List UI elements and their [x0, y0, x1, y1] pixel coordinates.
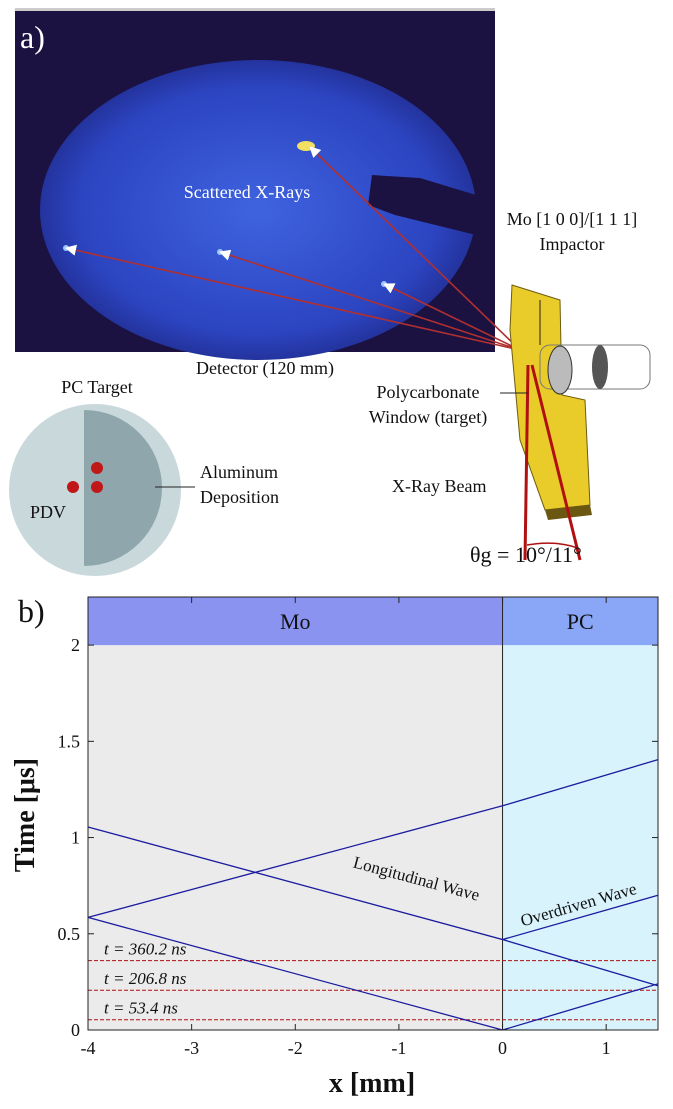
- y-tick-label: 0: [71, 1020, 80, 1040]
- panel-a: a) Scattered X-Rays Detector (120 mm) Mo…: [9, 8, 650, 576]
- x-axis-title: x [mm]: [329, 1068, 415, 1099]
- x-tick-label: 0: [498, 1038, 507, 1058]
- y-tick-label: 1.5: [58, 731, 81, 751]
- label: Scattered X-Rays: [184, 182, 310, 202]
- frame: [15, 8, 495, 11]
- y-tick-label: 0.5: [58, 924, 81, 944]
- label: PDV: [30, 502, 66, 522]
- region-label: Mo: [280, 609, 311, 634]
- region: [503, 597, 658, 1030]
- figure: a) Scattered X-Rays Detector (120 mm) Mo…: [0, 0, 673, 1104]
- label: Aluminum: [200, 462, 278, 482]
- time-marker-label: t = 53.4 ns: [104, 999, 178, 1018]
- label: Mo [1 0 0]/[1 1 1]: [507, 209, 637, 229]
- region-label: PC: [567, 609, 594, 634]
- impactor-drawing: [510, 285, 650, 520]
- label: Window (target): [369, 407, 487, 428]
- y-tick-label: 2: [71, 635, 80, 655]
- probe: [67, 481, 79, 493]
- probe: [91, 481, 103, 493]
- x-tick-label: -1: [391, 1038, 406, 1058]
- panel-label: a): [20, 19, 45, 55]
- y-tick-label: 1: [71, 828, 80, 848]
- x-tick-label: 1: [602, 1038, 611, 1058]
- probe: [91, 462, 103, 474]
- x-tick-label: -2: [288, 1038, 303, 1058]
- x-tick-label: -4: [81, 1038, 96, 1058]
- label: Deposition: [200, 487, 279, 507]
- x-tick-label: -3: [184, 1038, 199, 1058]
- time-marker-label: t = 360.2 ns: [104, 940, 187, 959]
- y-axis-title: Time [μs]: [10, 758, 41, 872]
- label: X-Ray Beam: [392, 476, 486, 496]
- panel-label: b): [18, 593, 45, 629]
- label: Polycarbonate: [377, 382, 480, 402]
- region: [88, 597, 503, 1030]
- time-marker-label: t = 206.8 ns: [104, 969, 187, 988]
- label: θg = 10°/11°: [470, 542, 582, 567]
- panel-b: b) x [mm] Time [μs] Mo PC t = 360.2 ns t = …: [10, 593, 658, 1099]
- label: Impactor: [540, 234, 605, 254]
- label: Detector (120 mm): [196, 358, 334, 379]
- label: PC Target: [61, 377, 133, 397]
